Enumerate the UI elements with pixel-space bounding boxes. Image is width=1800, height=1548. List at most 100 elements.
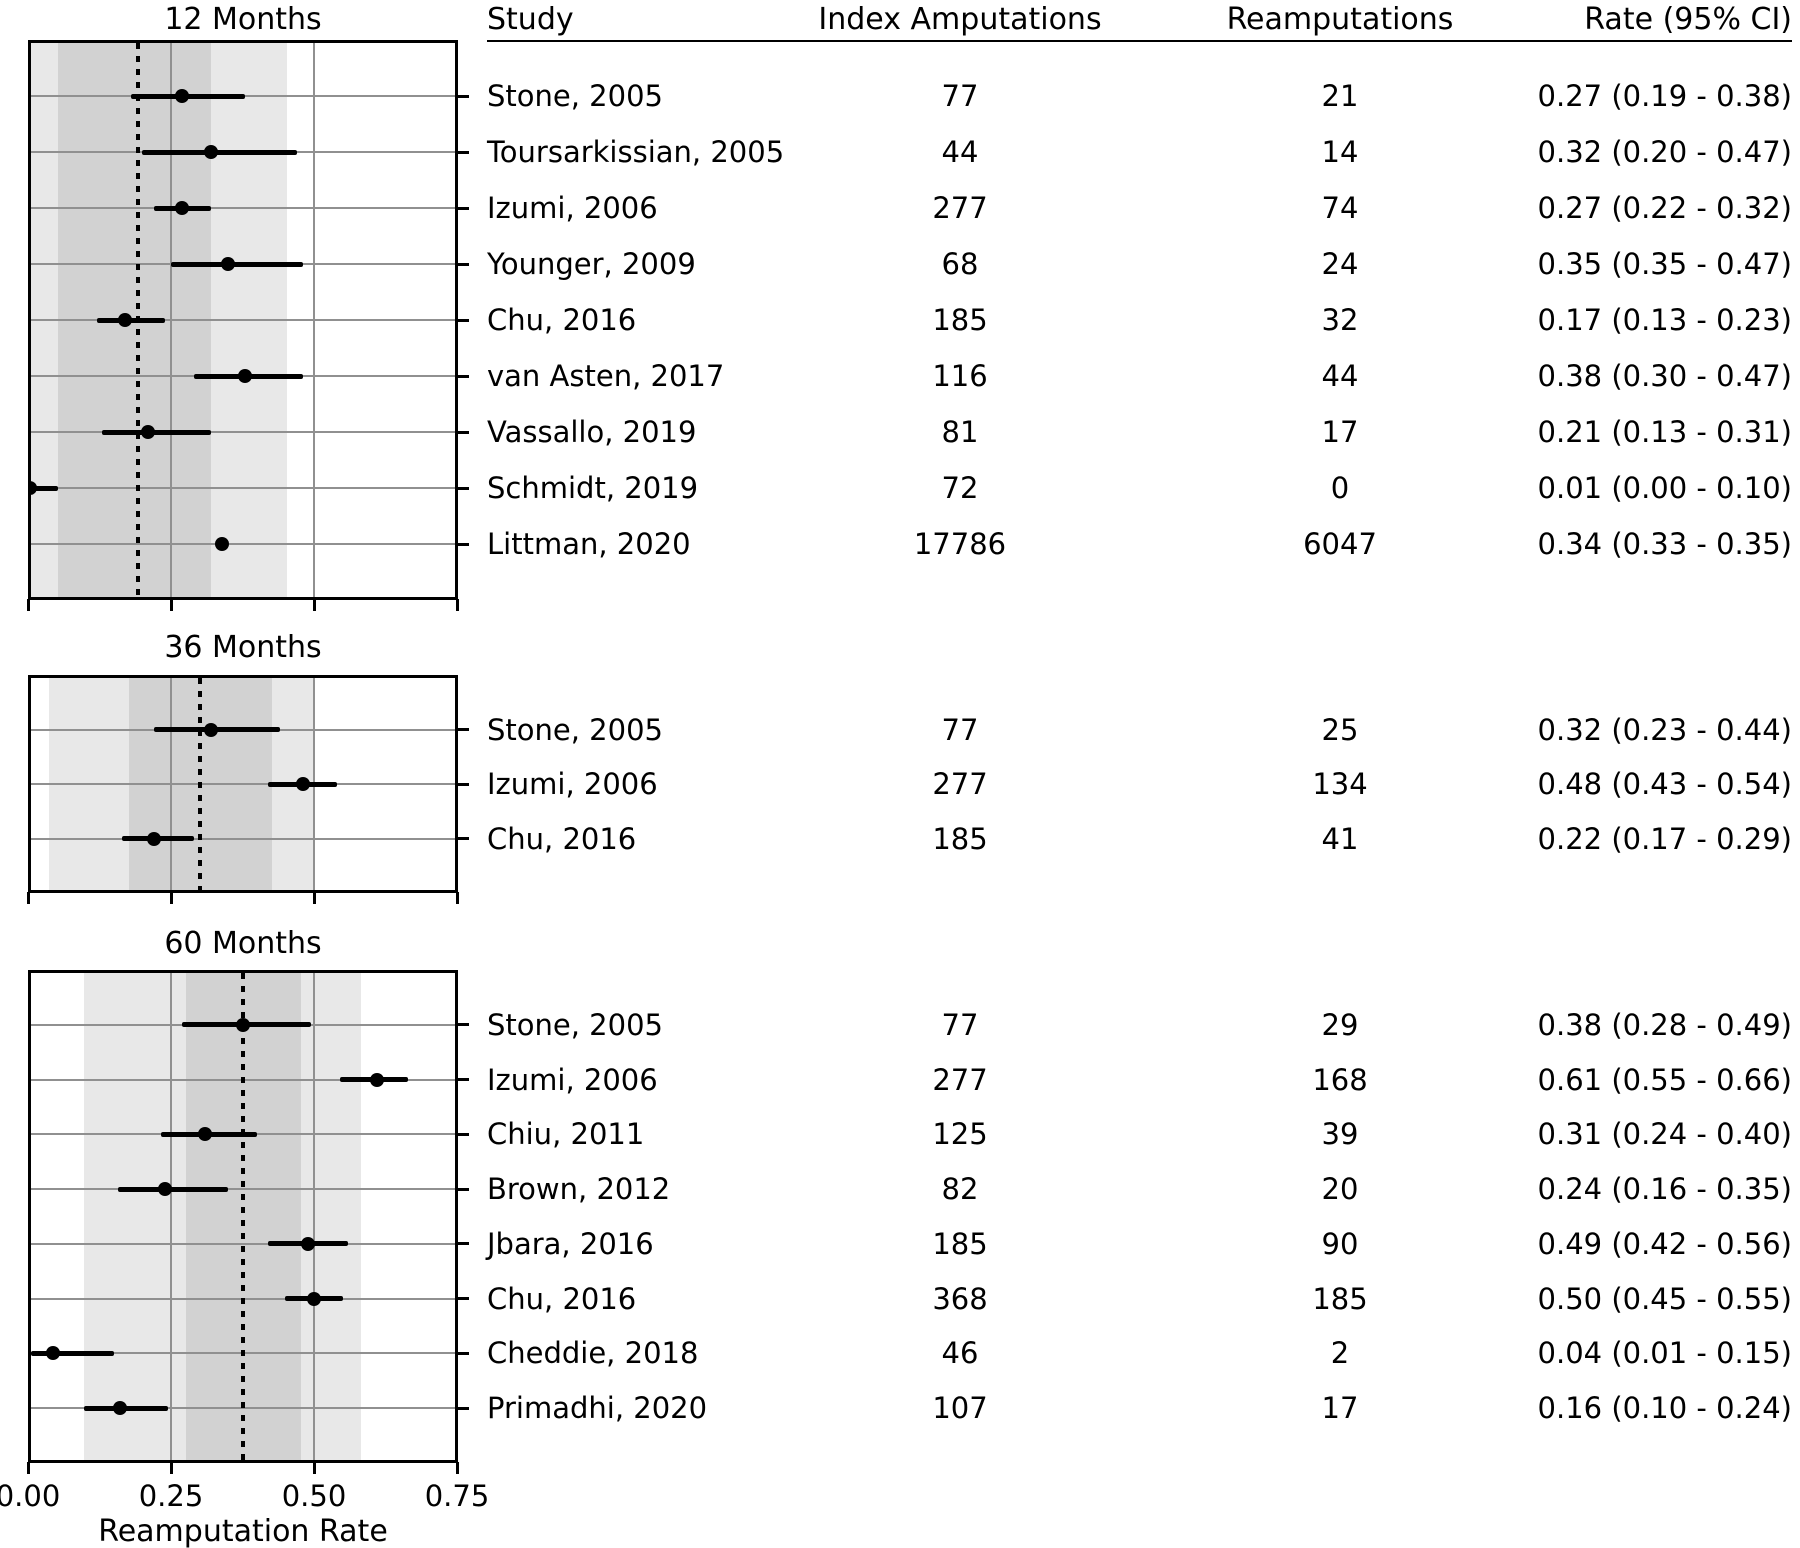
study-axis-tick <box>458 430 469 434</box>
study-label: Chiu, 2011 <box>487 1117 645 1152</box>
rate-ci-value: 0.17 (0.13 - 0.23) <box>1537 303 1792 337</box>
rate-ci-value: 0.27 (0.22 - 0.32) <box>1537 191 1792 225</box>
row-gridline <box>31 487 455 489</box>
row-gridline <box>31 319 455 321</box>
row-gridline <box>31 543 455 545</box>
study-label: Primadhi, 2020 <box>487 1391 708 1426</box>
x-axis-tick <box>169 599 173 611</box>
x-axis-tick <box>312 892 316 904</box>
reamputations-value: 134 <box>1312 767 1368 801</box>
study-axis-tick <box>458 837 469 840</box>
x-axis-tick <box>455 892 459 904</box>
x-axis-tick <box>455 599 459 611</box>
x-axis-tick <box>455 1462 459 1474</box>
reamputations-value: 44 <box>1321 359 1359 393</box>
index-amputations-value: 368 <box>932 1281 988 1316</box>
reamputations-value: 39 <box>1321 1117 1359 1152</box>
reamputations-value: 17 <box>1321 1391 1359 1426</box>
reamputations-value: 17 <box>1321 415 1359 449</box>
column-header-index-amputations: Index Amputations <box>818 2 1102 37</box>
study-label: Izumi, 2006 <box>487 767 658 801</box>
study-label: Stone, 2005 <box>487 79 663 113</box>
study-axis-tick <box>458 94 469 98</box>
effect-size-marker <box>118 313 133 327</box>
index-amputations-value: 277 <box>932 191 988 225</box>
column-header-rate-ci: Rate (95% CI) <box>1584 2 1792 37</box>
rate-ci-value: 0.01 (0.00 - 0.10) <box>1537 471 1792 505</box>
study-axis-tick <box>458 150 469 154</box>
effect-size-marker <box>198 1127 213 1142</box>
effect-size-marker <box>146 831 161 846</box>
vertical-gridline <box>313 973 315 1460</box>
study-axis-tick <box>458 1351 469 1355</box>
x-tick-label-0: 0.00 <box>0 1479 61 1513</box>
row-gridline <box>31 207 455 209</box>
study-label: Littman, 2020 <box>487 527 691 561</box>
reamputations-value: 25 <box>1321 712 1359 747</box>
study-label: Brown, 2012 <box>487 1172 671 1207</box>
effect-size-marker <box>175 201 190 215</box>
rate-ci-value: 0.38 (0.28 - 0.49) <box>1537 1007 1792 1042</box>
study-axis-tick <box>458 486 469 490</box>
reamputations-value: 20 <box>1321 1172 1359 1207</box>
pooled-estimate-dotted-line <box>197 678 202 890</box>
x-axis-tick <box>26 1462 30 1474</box>
study-axis-tick <box>458 1187 469 1191</box>
reamputations-value: 14 <box>1321 135 1359 169</box>
forest-panel-60-months <box>28 970 458 1463</box>
rate-ci-value: 0.49 (0.42 - 0.56) <box>1537 1226 1792 1261</box>
column-header-study: Study <box>487 2 574 37</box>
x-tick-label-1: 0.25 <box>138 1479 204 1513</box>
row-gridline <box>31 783 455 785</box>
index-amputations-value: 116 <box>932 359 988 393</box>
study-label: Chu, 2016 <box>487 1281 637 1316</box>
confidence-interval-line <box>142 149 297 155</box>
study-axis-tick <box>458 1132 469 1136</box>
study-axis-tick <box>458 1406 469 1410</box>
study-label: van Asten, 2017 <box>487 359 725 393</box>
study-label: Stone, 2005 <box>487 712 663 747</box>
study-axis-tick <box>458 262 469 266</box>
rate-ci-value: 0.22 (0.17 - 0.29) <box>1537 821 1792 856</box>
reamputations-value: 6047 <box>1303 527 1377 561</box>
forest-panel-36-months <box>28 675 458 893</box>
index-amputations-value: 46 <box>941 1336 979 1371</box>
study-label: Cheddie, 2018 <box>487 1336 699 1371</box>
rate-ci-value: 0.21 (0.13 - 0.31) <box>1537 415 1792 449</box>
reamputations-value: 0 <box>1330 471 1350 505</box>
panel-title-36-months: 36 Months <box>164 630 322 665</box>
rate-ci-value: 0.50 (0.45 - 0.55) <box>1537 1281 1792 1316</box>
effect-size-marker <box>295 777 310 791</box>
index-amputations-value: 185 <box>932 821 988 856</box>
index-amputations-value: 77 <box>941 712 979 747</box>
effect-size-marker <box>141 425 156 439</box>
index-amputations-value: 72 <box>941 471 979 505</box>
reamputations-value: 24 <box>1321 247 1359 281</box>
study-label: Toursarkissian, 2005 <box>487 135 785 169</box>
study-axis-tick <box>458 206 469 210</box>
reamputations-value: 29 <box>1321 1007 1359 1042</box>
reamputations-value: 21 <box>1321 79 1359 113</box>
rate-ci-value: 0.16 (0.10 - 0.24) <box>1537 1391 1792 1426</box>
effect-size-marker <box>307 1291 321 1306</box>
reamputations-value: 168 <box>1312 1062 1368 1097</box>
effect-size-marker <box>301 1236 316 1251</box>
study-label: Vassallo, 2019 <box>487 415 697 449</box>
effect-size-marker <box>204 722 219 737</box>
study-axis-tick <box>458 1078 469 1082</box>
reamputations-value: 32 <box>1321 303 1359 337</box>
header-underline <box>487 40 1792 42</box>
study-label: Jbara, 2016 <box>487 1226 654 1261</box>
study-label: Izumi, 2006 <box>487 1062 658 1097</box>
row-gridline <box>31 431 455 433</box>
reamputations-value: 2 <box>1330 1336 1350 1371</box>
index-amputations-value: 185 <box>932 1226 988 1261</box>
rate-ci-value: 0.32 (0.23 - 0.44) <box>1537 712 1792 747</box>
study-axis-tick <box>458 782 469 786</box>
rate-ci-value: 0.31 (0.24 - 0.40) <box>1537 1117 1792 1152</box>
confidence-interval-line <box>117 1186 229 1192</box>
x-tick-label-3: 0.75 <box>424 1479 490 1513</box>
forest-panel-12-months <box>28 40 458 600</box>
